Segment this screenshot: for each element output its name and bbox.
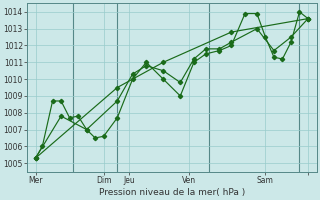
- X-axis label: Pression niveau de la mer( hPa ): Pression niveau de la mer( hPa ): [99, 188, 245, 197]
